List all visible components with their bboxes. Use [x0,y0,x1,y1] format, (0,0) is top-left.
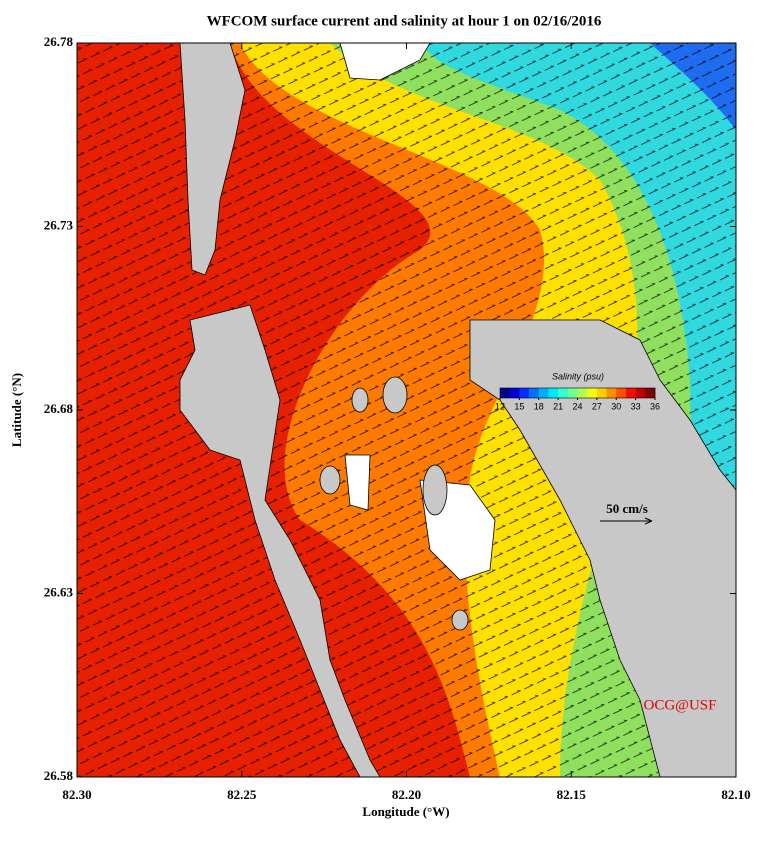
colorbar-cell [567,388,578,398]
colorbar-tick-label: 15 [514,401,524,411]
colorbar-label: Salinity (psu) [552,371,604,381]
x-tick-label: 82.20 [392,787,421,802]
colorbar-tick-label: 18 [534,401,544,411]
y-tick-label: 26.78 [44,34,74,49]
colorbar-tick-label: 27 [592,401,602,411]
colorbar-tick-label: 24 [572,401,582,411]
x-axis-label: Longitude (°W) [362,804,449,819]
colorbar-tick-label: 30 [611,401,621,411]
colorbar-tick-label: 21 [553,401,563,411]
colorbar-tick-label: 33 [631,401,641,411]
colorbar-cell [577,388,588,398]
colorbar-cell [509,388,520,398]
y-tick-label: 26.73 [44,217,74,232]
salinity-field [77,43,736,777]
colorbar-cell [548,388,559,398]
chart-title: WFCOM surface current and salinity at ho… [207,13,602,29]
colorbar-cell [558,388,569,398]
colorbar-cell [500,388,510,398]
colorbar-cell [625,388,636,398]
scale-arrow-head [644,517,653,525]
credit: OCG@USF [643,697,716,713]
y-tick-label: 26.58 [44,768,74,783]
colorbar-cell [606,388,617,398]
colorbar-cell [616,388,627,398]
y-axis-label: Latitude (°N) [9,373,24,447]
colorbar-cell [587,388,598,398]
colorbar-tick-label: 36 [650,401,660,411]
x-tick-label: 82.15 [557,787,587,802]
x-tick-label: 82.25 [227,787,257,802]
land [179,43,736,777]
colorbar-cell [596,388,607,398]
scale-label: 50 cm/s [606,501,648,516]
y-tick-label: 26.68 [44,401,74,416]
colorbar-cell [538,388,549,398]
colorbar-cell [529,388,540,398]
axes [76,42,737,778]
x-tick-label: 82.10 [721,787,750,802]
colorbar-cell [635,388,646,398]
x-tick-label: 82.30 [62,787,91,802]
colorbar-cell [645,388,656,398]
y-tick-label: 26.63 [44,584,74,599]
colorbar-cell [519,388,530,398]
colorbar-tick-label: 12 [495,401,505,411]
